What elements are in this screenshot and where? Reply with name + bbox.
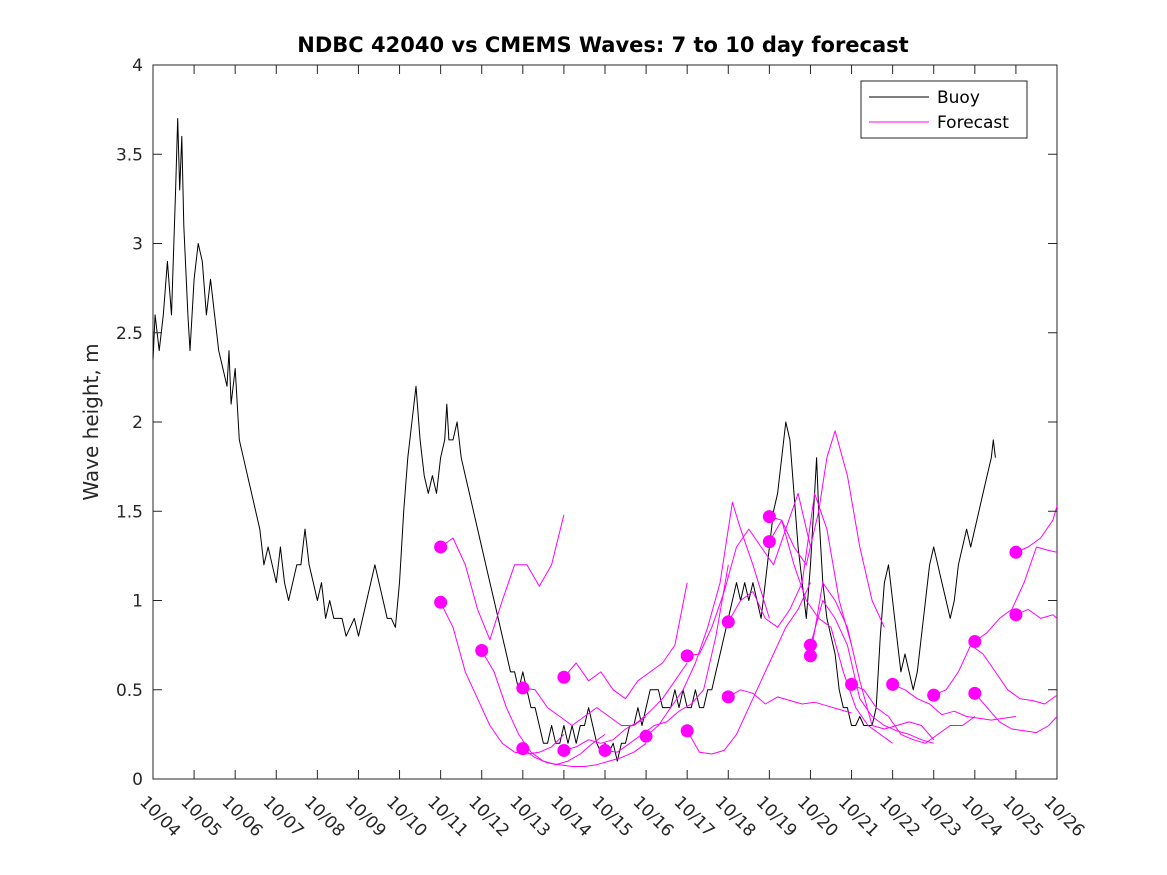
x-tick-label: 10/19 bbox=[752, 792, 801, 841]
y-tick-label: 0 bbox=[132, 770, 143, 790]
forecast-series-line bbox=[563, 582, 688, 700]
y-axis-label: Wave height, m bbox=[79, 343, 103, 500]
forecast-series-line bbox=[974, 546, 1058, 643]
forecast-series-line bbox=[1015, 608, 1058, 619]
forecast-series-line bbox=[604, 564, 729, 753]
x-tick-label: 10/21 bbox=[834, 792, 883, 841]
y-tick-label: 2.5 bbox=[116, 324, 143, 344]
x-tick-label: 10/06 bbox=[218, 792, 267, 841]
y-tick-label: 4 bbox=[132, 56, 143, 76]
y-tick-label: 2 bbox=[132, 413, 143, 433]
forecast-start-marker bbox=[598, 743, 612, 757]
forecast-start-marker bbox=[680, 649, 694, 663]
forecast-series-line bbox=[851, 683, 976, 744]
x-tick-label: 10/20 bbox=[793, 792, 842, 841]
legend-box bbox=[860, 80, 1028, 139]
x-tick-label: 10/11 bbox=[423, 792, 472, 841]
buoy-series-line bbox=[152, 118, 996, 762]
x-tick-label: 10/08 bbox=[300, 792, 349, 841]
forecast-series-line bbox=[687, 492, 811, 657]
forecast-series-line bbox=[522, 687, 647, 726]
x-tick-label: 10/25 bbox=[998, 792, 1047, 841]
plot-area bbox=[152, 64, 1058, 780]
forecast-series-line bbox=[1015, 505, 1058, 553]
x-tick-label: 10/09 bbox=[341, 792, 390, 841]
forecast-start-marker bbox=[557, 670, 571, 684]
y-tick-label: 0.5 bbox=[116, 681, 143, 701]
y-tick-label: 3 bbox=[132, 235, 143, 255]
forecast-start-marker bbox=[927, 688, 941, 702]
x-tick-label: 10/13 bbox=[505, 792, 554, 841]
forecast-start-marker bbox=[639, 729, 653, 743]
forecast-series-line bbox=[769, 516, 893, 744]
forecast-start-marker bbox=[845, 677, 859, 691]
x-tick-label: 10/24 bbox=[957, 792, 1006, 841]
forecast-series-line bbox=[974, 692, 1058, 734]
axes-box bbox=[152, 64, 1058, 780]
x-tick-label: 10/07 bbox=[259, 792, 308, 841]
y-tick-label: 3.5 bbox=[116, 145, 143, 165]
y-tick-label: 1 bbox=[132, 592, 143, 612]
legend-buoy-label: Buoy bbox=[937, 88, 980, 108]
forecast-start-marker bbox=[886, 677, 900, 691]
forecast-series-line bbox=[810, 600, 934, 744]
y-tick-label: 1.5 bbox=[116, 502, 143, 522]
forecast-start-marker bbox=[968, 686, 982, 700]
forecast-start-marker bbox=[762, 510, 776, 524]
forecast-start-marker bbox=[803, 649, 817, 663]
forecast-series-line bbox=[686, 582, 811, 755]
forecast-series-line bbox=[440, 514, 565, 641]
forecast-series-line bbox=[440, 602, 565, 755]
x-tick-label: 10/15 bbox=[587, 792, 636, 841]
y-axis: 0 0.5 1 1.5 2 2.5 3 3.5 4 bbox=[116, 56, 1057, 790]
x-tick-label: 10/05 bbox=[177, 792, 226, 841]
forecast-start-marker bbox=[762, 535, 776, 549]
x-tick-label: 10/23 bbox=[916, 792, 965, 841]
x-tick-label: 10/17 bbox=[670, 792, 719, 841]
forecast-start-marker bbox=[968, 635, 982, 649]
legend-forecast-label: Forecast bbox=[937, 113, 1009, 133]
forecast-start-marker bbox=[516, 681, 530, 695]
forecast-series-line bbox=[728, 689, 852, 714]
x-tick-label: 10/12 bbox=[464, 792, 513, 841]
forecast-start-marker bbox=[475, 643, 489, 657]
forecast-start-marker bbox=[721, 615, 735, 629]
x-tick-label: 10/10 bbox=[382, 792, 431, 841]
marker-layer bbox=[434, 510, 1023, 757]
x-tick-label: 10/16 bbox=[629, 792, 678, 841]
chart-title: NDBC 42040 vs CMEMS Waves: 7 to 10 day f… bbox=[297, 33, 908, 57]
forecast-series-line bbox=[727, 492, 852, 646]
forecast-series-line bbox=[522, 742, 647, 767]
forecast-start-marker bbox=[1009, 545, 1023, 559]
forecast-start-marker bbox=[680, 724, 694, 738]
forecast-series-line bbox=[892, 683, 1016, 721]
x-tick-label: 10/18 bbox=[711, 792, 760, 841]
x-tick-label: 10/14 bbox=[546, 792, 595, 841]
forecast-start-marker bbox=[803, 638, 817, 652]
forecast-series-line bbox=[563, 662, 688, 751]
forecast-start-marker bbox=[1009, 608, 1023, 622]
forecast-start-marker bbox=[721, 690, 735, 704]
x-tick-label: 10/26 bbox=[1039, 792, 1088, 841]
forecast-series-line bbox=[810, 582, 935, 741]
forecast-start-marker bbox=[434, 540, 448, 554]
forecast-series-line bbox=[933, 644, 1058, 705]
forecast-start-marker bbox=[434, 595, 448, 609]
legend: Buoy Forecast bbox=[860, 80, 1028, 139]
forecast-series-line bbox=[645, 501, 770, 737]
x-tick-label: 10/22 bbox=[875, 792, 924, 841]
x-tick-label: 10/04 bbox=[135, 792, 184, 841]
forecast-series-line bbox=[768, 430, 885, 628]
forecast-start-marker bbox=[557, 743, 571, 757]
series-layer bbox=[152, 118, 1058, 767]
forecast-start-marker bbox=[516, 742, 530, 756]
